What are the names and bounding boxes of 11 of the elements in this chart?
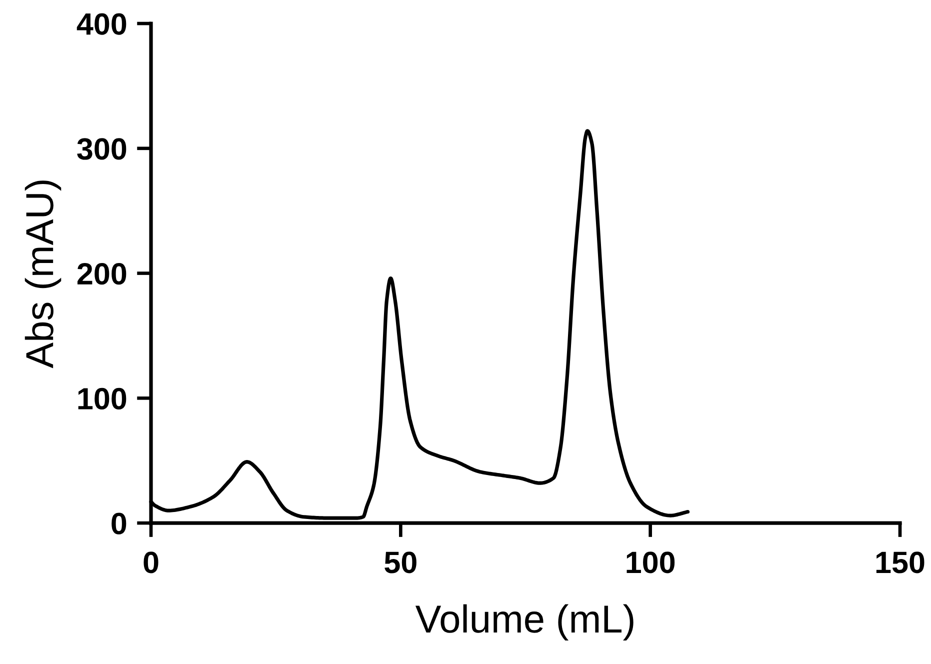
y-tick-label: 0 bbox=[112, 512, 126, 534]
y-tick-label: 400 bbox=[76, 13, 126, 35]
x-tick-label: 0 bbox=[144, 552, 158, 574]
x-tick-label: 150 bbox=[876, 552, 924, 574]
y-tick-label: 100 bbox=[78, 388, 126, 410]
y-tick-label: 300 bbox=[77, 138, 126, 160]
x-tick-label: 100 bbox=[626, 552, 675, 574]
x-tick-label: 50 bbox=[384, 552, 416, 574]
x-axis-title: Volume (mL) bbox=[415, 604, 634, 641]
y-tick-label: 200 bbox=[77, 263, 126, 285]
y-axis-title: Abs (mAU) bbox=[24, 180, 62, 368]
